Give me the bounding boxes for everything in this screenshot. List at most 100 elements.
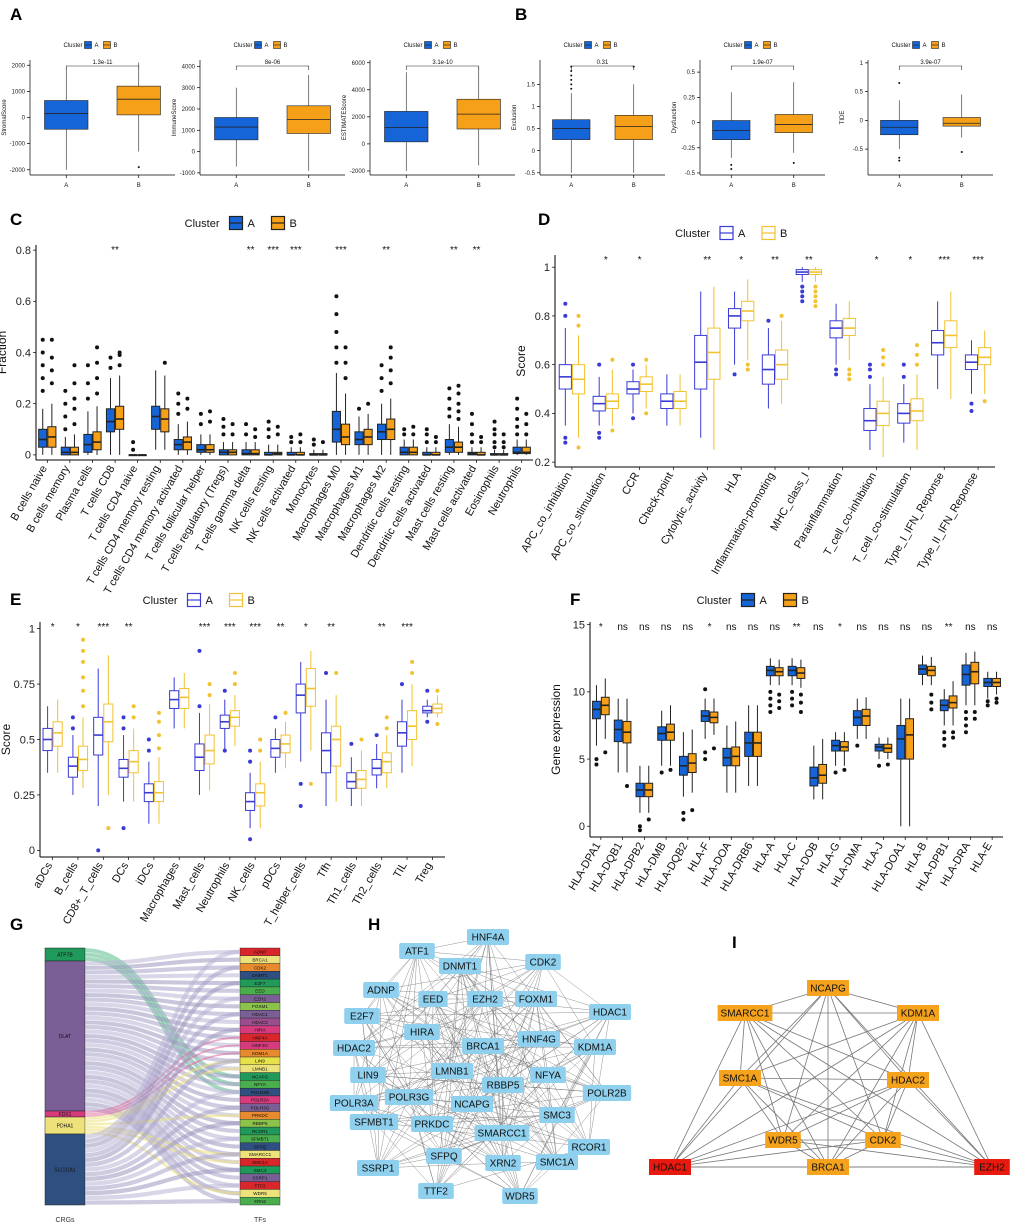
y-tick-label: -0.5	[525, 171, 536, 177]
x-tick-label: iDCs	[134, 860, 157, 887]
y-tick-label: 1	[29, 624, 35, 636]
outlier-point	[308, 781, 313, 786]
outlier-point	[81, 659, 86, 664]
outlier-point	[81, 688, 86, 693]
outlier-point	[914, 362, 919, 367]
legend-label-B: B	[780, 228, 787, 240]
outlier-point	[402, 432, 407, 437]
outlier-point	[289, 434, 294, 439]
outlier-point	[963, 723, 968, 728]
outlier-point	[994, 700, 999, 705]
node-SMC3	[539, 1107, 575, 1123]
outlier-point	[81, 637, 86, 642]
outlier-point	[198, 422, 203, 427]
outlier-point	[334, 330, 339, 335]
box-Neutrophils-A	[512, 446, 522, 455]
y-tick-label: 10	[573, 687, 585, 699]
network-edge	[353, 998, 537, 1049]
tf-label-HNF4A: HNF4A	[252, 1035, 268, 1040]
box-CCR-A	[626, 381, 640, 395]
network-edge	[739, 1012, 919, 1079]
outlier-point	[515, 396, 520, 401]
node-LMNB1	[431, 1063, 473, 1079]
sankey-flow	[84, 979, 241, 986]
outlier-point	[258, 748, 263, 753]
outlier-point	[929, 692, 934, 697]
outlier-point	[703, 750, 708, 755]
outlier-point	[969, 401, 974, 406]
outlier-point	[197, 648, 202, 653]
outlier-point	[570, 78, 573, 81]
network-edge	[361, 1015, 433, 1125]
pvalue-label: 1.3e-11	[93, 60, 114, 66]
outlier-point	[631, 362, 636, 367]
box-T cells CD4 memory activated-B	[182, 436, 192, 451]
node-label-WDR5: WDR5	[505, 1192, 535, 1203]
outlier-point	[963, 716, 968, 721]
outlier-point	[49, 355, 54, 360]
pvalue-bracket	[730, 65, 795, 70]
outlier-point	[597, 435, 602, 440]
network-edge	[502, 1038, 540, 1164]
outlier-point	[49, 337, 54, 342]
tf-label-HDAC2: HDAC2	[252, 1020, 268, 1025]
outlier-point	[359, 737, 364, 742]
outlier-point	[198, 411, 203, 416]
outlier-point	[881, 348, 886, 353]
legend-label-A: A	[738, 228, 746, 240]
node-HNF4G	[518, 1031, 560, 1047]
outlier-point	[842, 767, 847, 772]
outlier-point	[283, 710, 288, 715]
y-tick-label: 0	[192, 150, 196, 156]
node-label-POLR2B: POLR2B	[587, 1089, 627, 1100]
significance-label: ***	[97, 622, 109, 633]
outlier-point	[447, 396, 452, 401]
outlier-point	[867, 362, 872, 367]
outlier-point	[881, 355, 886, 360]
outlier-point	[855, 743, 860, 748]
legend-title: Cluster	[723, 43, 742, 49]
outlier-point	[85, 381, 90, 386]
outlier-point	[131, 440, 136, 445]
sankey-flow	[84, 1152, 241, 1191]
box-HLA-DRB6-A	[744, 731, 754, 757]
legend-label-B: B	[614, 43, 618, 49]
outlier-point	[230, 422, 235, 427]
network-edge	[739, 1012, 746, 1079]
outlier-point	[253, 427, 258, 432]
outlier-point	[745, 362, 750, 367]
network-edge	[408, 1096, 437, 1192]
y-tick-label: 1.5	[527, 82, 536, 88]
outlier-point	[447, 406, 452, 411]
outlier-point	[594, 762, 599, 767]
tf-label-SSRP1: SSRP1	[252, 1176, 268, 1181]
network-edge	[408, 1038, 540, 1098]
outlier-point	[877, 763, 882, 768]
outlier-point	[49, 368, 54, 373]
y-tick-label: -0.5	[853, 147, 864, 153]
network-edge	[373, 1114, 558, 1123]
node-label-SMARCC1: SMARCC1	[478, 1129, 527, 1140]
outlier-point	[40, 337, 45, 342]
outlier-point	[469, 432, 474, 437]
node-POLR2B	[582, 1085, 632, 1101]
sankey-flow	[84, 1015, 241, 1048]
x-tick-label: CCR	[620, 470, 642, 497]
outlier-point	[411, 424, 416, 429]
network-edge	[353, 998, 486, 1104]
sankey-flow	[84, 949, 241, 1139]
significance-label: ns	[661, 622, 672, 633]
outlier-point	[644, 357, 649, 362]
node-label-ATF1: ATF1	[405, 947, 429, 958]
node-label-TTF2: TTF2	[424, 1187, 448, 1198]
outlier-point	[230, 432, 235, 437]
y-axis-label: Dysfunction	[672, 102, 678, 133]
outlier-point	[366, 401, 371, 406]
tf-label-HDAC1: HDAC1	[252, 1012, 268, 1017]
outlier-point	[730, 163, 733, 166]
outlier-point	[644, 411, 649, 416]
crg-label-PDHA1: PDHA1	[57, 1124, 74, 1130]
outlier-point	[320, 440, 325, 445]
significance-label: ns	[987, 622, 998, 633]
